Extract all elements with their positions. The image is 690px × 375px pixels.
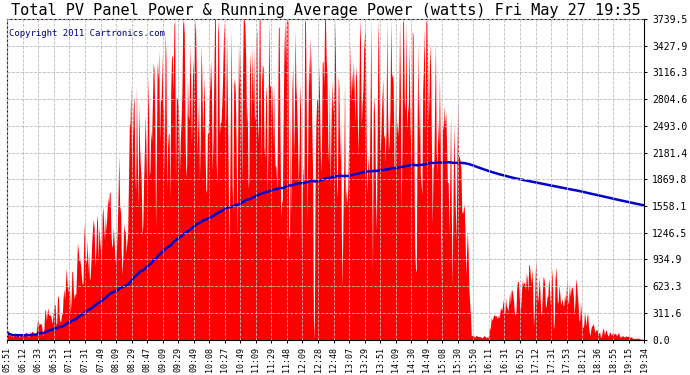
Text: Copyright 2011 Cartronics.com: Copyright 2011 Cartronics.com bbox=[8, 28, 164, 38]
Title: Total PV Panel Power & Running Average Power (watts) Fri May 27 19:35: Total PV Panel Power & Running Average P… bbox=[11, 3, 640, 18]
